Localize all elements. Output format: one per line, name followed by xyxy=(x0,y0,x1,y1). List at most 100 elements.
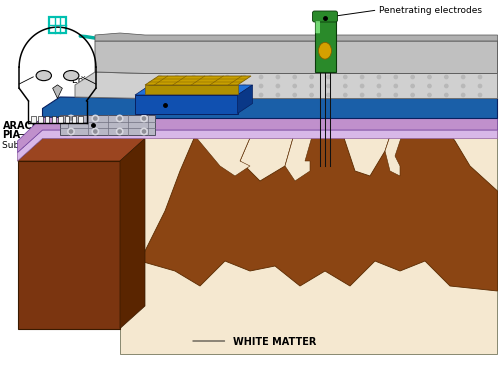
Circle shape xyxy=(70,130,72,133)
Polygon shape xyxy=(52,85,62,98)
Circle shape xyxy=(378,84,380,87)
Polygon shape xyxy=(135,95,238,113)
Circle shape xyxy=(344,75,347,79)
Circle shape xyxy=(209,84,212,87)
Circle shape xyxy=(360,93,364,97)
Polygon shape xyxy=(60,115,155,135)
Polygon shape xyxy=(18,117,498,153)
Circle shape xyxy=(175,75,178,79)
Text: Epidural grid: Epidural grid xyxy=(72,75,130,85)
Circle shape xyxy=(478,84,482,87)
Circle shape xyxy=(276,75,280,79)
Circle shape xyxy=(276,84,280,87)
Circle shape xyxy=(226,84,229,87)
Text: SKULL: SKULL xyxy=(250,63,285,72)
Circle shape xyxy=(411,93,414,97)
Circle shape xyxy=(444,84,448,87)
Circle shape xyxy=(394,75,398,79)
Circle shape xyxy=(192,84,196,87)
Ellipse shape xyxy=(36,71,52,81)
Circle shape xyxy=(226,93,229,97)
Circle shape xyxy=(68,128,74,135)
Circle shape xyxy=(428,93,431,97)
Bar xyxy=(38,116,42,123)
Circle shape xyxy=(293,93,296,97)
Circle shape xyxy=(344,93,347,97)
Bar xyxy=(52,116,56,123)
Text: DURA: DURA xyxy=(110,102,141,112)
Circle shape xyxy=(344,84,347,87)
Circle shape xyxy=(428,75,431,79)
Circle shape xyxy=(327,75,330,79)
Circle shape xyxy=(378,75,380,79)
Bar xyxy=(58,116,62,123)
Text: WHITE MATTER: WHITE MATTER xyxy=(234,337,316,347)
Circle shape xyxy=(260,75,262,79)
Circle shape xyxy=(327,93,330,97)
Circle shape xyxy=(175,93,178,97)
Circle shape xyxy=(327,84,330,87)
Text: SCALP: SCALP xyxy=(412,49,448,59)
Polygon shape xyxy=(18,161,120,329)
Circle shape xyxy=(394,84,398,87)
Circle shape xyxy=(478,75,482,79)
Polygon shape xyxy=(145,85,238,94)
Text: PIA: PIA xyxy=(2,130,21,140)
Circle shape xyxy=(94,117,97,120)
Circle shape xyxy=(118,117,122,120)
Circle shape xyxy=(394,93,398,97)
Circle shape xyxy=(293,75,296,79)
Polygon shape xyxy=(285,108,315,181)
Bar xyxy=(32,116,36,123)
Circle shape xyxy=(92,115,98,122)
Circle shape xyxy=(360,75,364,79)
Ellipse shape xyxy=(318,42,332,59)
Bar xyxy=(78,116,82,123)
Polygon shape xyxy=(135,85,252,95)
Circle shape xyxy=(478,93,482,97)
Circle shape xyxy=(411,75,414,79)
Circle shape xyxy=(462,84,465,87)
Circle shape xyxy=(378,93,380,97)
Bar xyxy=(65,116,70,123)
Polygon shape xyxy=(42,97,498,119)
Circle shape xyxy=(68,115,74,122)
Circle shape xyxy=(226,75,229,79)
Polygon shape xyxy=(238,85,252,113)
Circle shape xyxy=(444,93,448,97)
Polygon shape xyxy=(140,98,498,291)
Circle shape xyxy=(209,75,212,79)
Circle shape xyxy=(260,84,262,87)
Circle shape xyxy=(310,84,313,87)
Circle shape xyxy=(192,75,196,79)
Circle shape xyxy=(92,128,98,135)
Polygon shape xyxy=(120,111,498,354)
Bar xyxy=(72,116,76,123)
Circle shape xyxy=(360,84,364,87)
Text: Penetrating electrodes: Penetrating electrodes xyxy=(379,5,482,15)
Circle shape xyxy=(158,84,162,87)
Circle shape xyxy=(142,130,146,133)
Text: CORTEX: CORTEX xyxy=(19,246,62,256)
Polygon shape xyxy=(18,138,145,161)
Polygon shape xyxy=(75,72,498,98)
Circle shape xyxy=(141,128,147,135)
Circle shape xyxy=(462,93,465,97)
Circle shape xyxy=(462,75,465,79)
Polygon shape xyxy=(120,138,145,329)
Circle shape xyxy=(242,84,246,87)
Circle shape xyxy=(260,93,262,97)
Ellipse shape xyxy=(64,71,79,81)
Circle shape xyxy=(70,117,72,120)
Circle shape xyxy=(293,84,296,87)
Circle shape xyxy=(276,93,280,97)
Circle shape xyxy=(94,130,97,133)
Bar xyxy=(45,116,50,123)
Circle shape xyxy=(116,128,123,135)
Circle shape xyxy=(175,84,178,87)
Circle shape xyxy=(141,115,147,122)
Circle shape xyxy=(428,84,431,87)
Text: Subdural grid: Subdural grid xyxy=(2,141,64,149)
Circle shape xyxy=(192,93,196,97)
Text: ARACHNOID: ARACHNOID xyxy=(2,121,68,131)
